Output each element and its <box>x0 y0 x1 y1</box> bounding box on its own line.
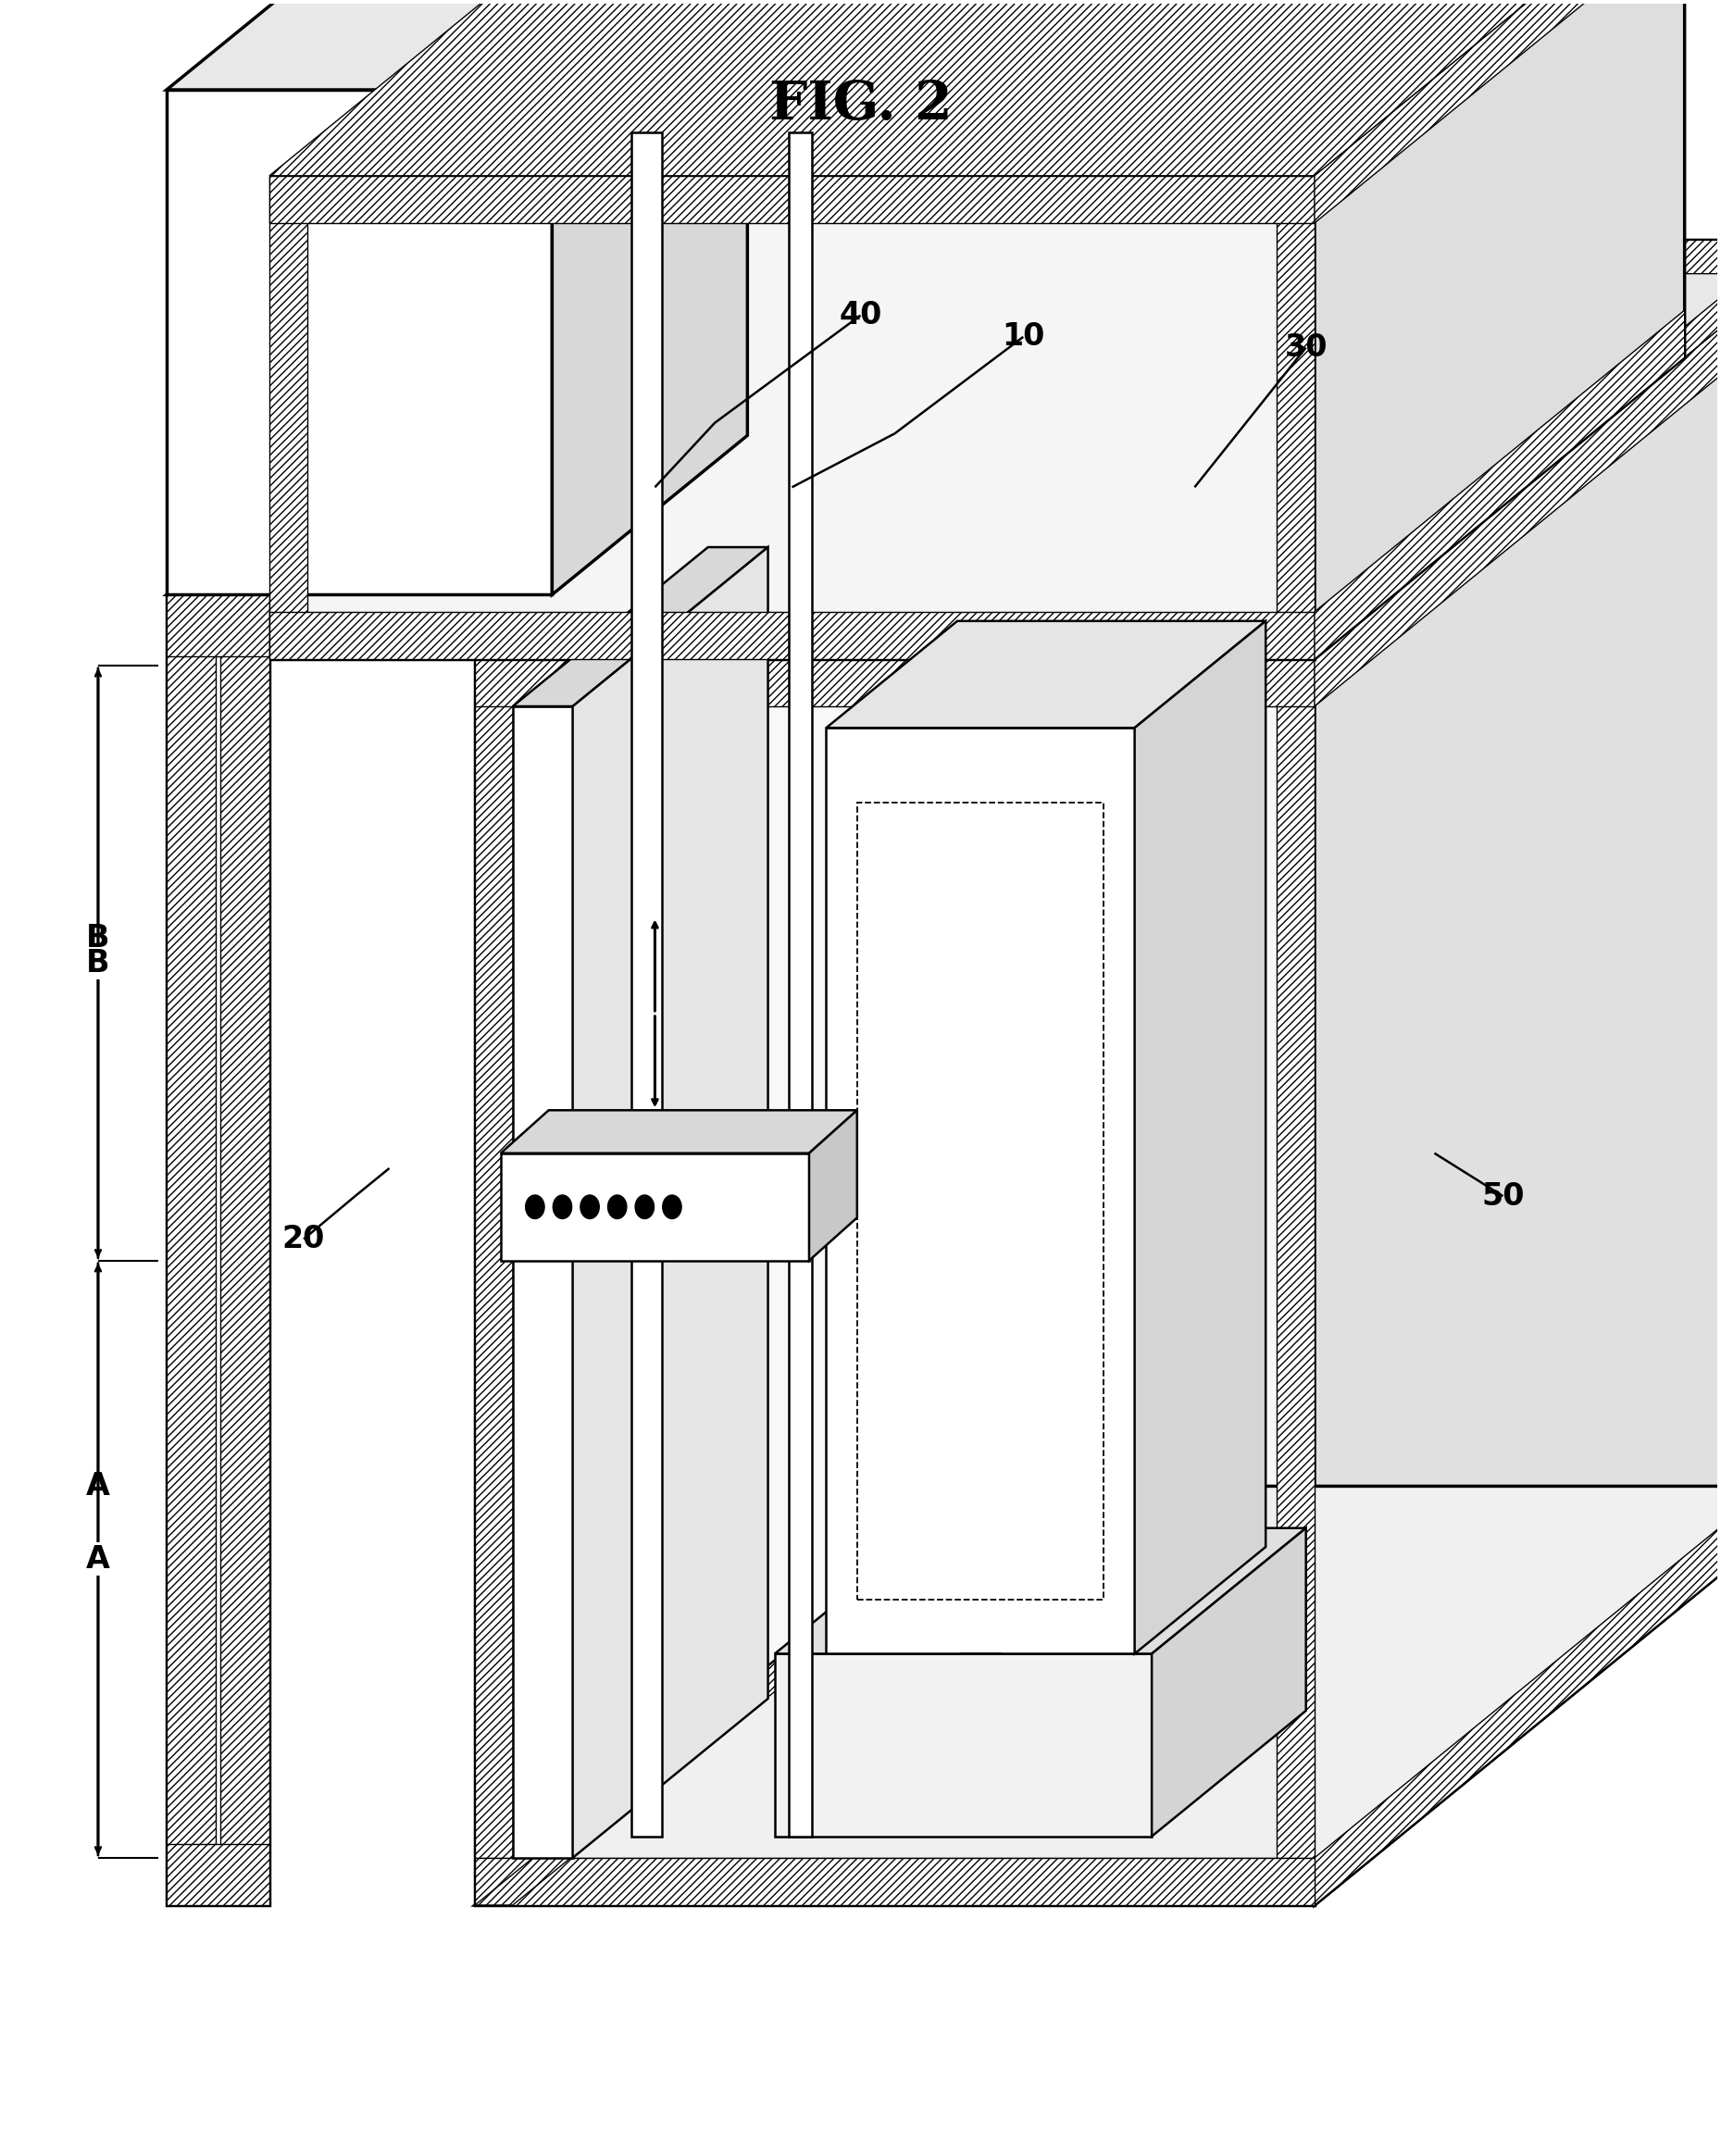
Polygon shape <box>1315 1438 1721 1906</box>
Polygon shape <box>1315 0 1685 222</box>
Polygon shape <box>513 548 768 707</box>
Text: 50: 50 <box>1482 1181 1525 1212</box>
Polygon shape <box>475 1485 1027 1906</box>
Circle shape <box>635 1194 654 1218</box>
Text: A: A <box>86 1544 110 1574</box>
Polygon shape <box>774 1529 1306 1654</box>
Polygon shape <box>167 436 465 595</box>
Polygon shape <box>270 177 1315 660</box>
Text: 40: 40 <box>840 300 881 330</box>
Circle shape <box>580 1194 599 1218</box>
Polygon shape <box>167 436 465 595</box>
Polygon shape <box>167 0 747 91</box>
Polygon shape <box>167 1843 270 1906</box>
Polygon shape <box>475 660 1315 707</box>
Text: B: B <box>86 949 110 979</box>
Polygon shape <box>632 134 663 1837</box>
Polygon shape <box>220 595 270 1906</box>
Polygon shape <box>475 239 1721 660</box>
Polygon shape <box>475 660 1315 1906</box>
Polygon shape <box>948 239 1721 274</box>
Polygon shape <box>501 1110 857 1153</box>
Polygon shape <box>774 1654 1151 1837</box>
Polygon shape <box>826 729 1134 1654</box>
Polygon shape <box>475 653 1320 660</box>
Polygon shape <box>809 1110 857 1261</box>
Polygon shape <box>270 0 1685 177</box>
Circle shape <box>525 1194 544 1218</box>
Polygon shape <box>788 134 812 1837</box>
Circle shape <box>608 1194 626 1218</box>
Polygon shape <box>167 595 270 655</box>
Polygon shape <box>1134 621 1265 1654</box>
Polygon shape <box>552 0 747 595</box>
Polygon shape <box>167 595 215 1906</box>
Text: 20: 20 <box>282 1225 325 1255</box>
Text: 10: 10 <box>1002 321 1045 351</box>
Text: A: A <box>86 1470 110 1501</box>
Polygon shape <box>501 1153 809 1261</box>
Polygon shape <box>167 91 552 595</box>
Polygon shape <box>475 239 1027 660</box>
Polygon shape <box>1315 239 1721 1906</box>
Polygon shape <box>1315 239 1721 707</box>
Polygon shape <box>270 612 1315 660</box>
Text: 30: 30 <box>1284 332 1327 362</box>
Polygon shape <box>513 707 573 1858</box>
Polygon shape <box>475 660 513 1906</box>
Polygon shape <box>573 548 768 1858</box>
Polygon shape <box>270 177 1315 222</box>
Polygon shape <box>475 1858 1315 1906</box>
Polygon shape <box>1151 1529 1306 1837</box>
Polygon shape <box>1277 660 1315 1906</box>
Polygon shape <box>1277 239 1721 660</box>
Polygon shape <box>1315 0 1685 660</box>
Polygon shape <box>1315 310 1685 660</box>
Polygon shape <box>826 621 1265 729</box>
Polygon shape <box>270 0 1685 177</box>
Polygon shape <box>270 177 306 660</box>
Circle shape <box>552 1194 571 1218</box>
Circle shape <box>663 1194 682 1218</box>
Polygon shape <box>167 595 270 1906</box>
Text: FIG. 2: FIG. 2 <box>769 80 952 132</box>
Polygon shape <box>475 1858 1315 1906</box>
Polygon shape <box>1277 177 1315 660</box>
Text: B: B <box>86 923 110 953</box>
Polygon shape <box>475 1485 1721 1906</box>
